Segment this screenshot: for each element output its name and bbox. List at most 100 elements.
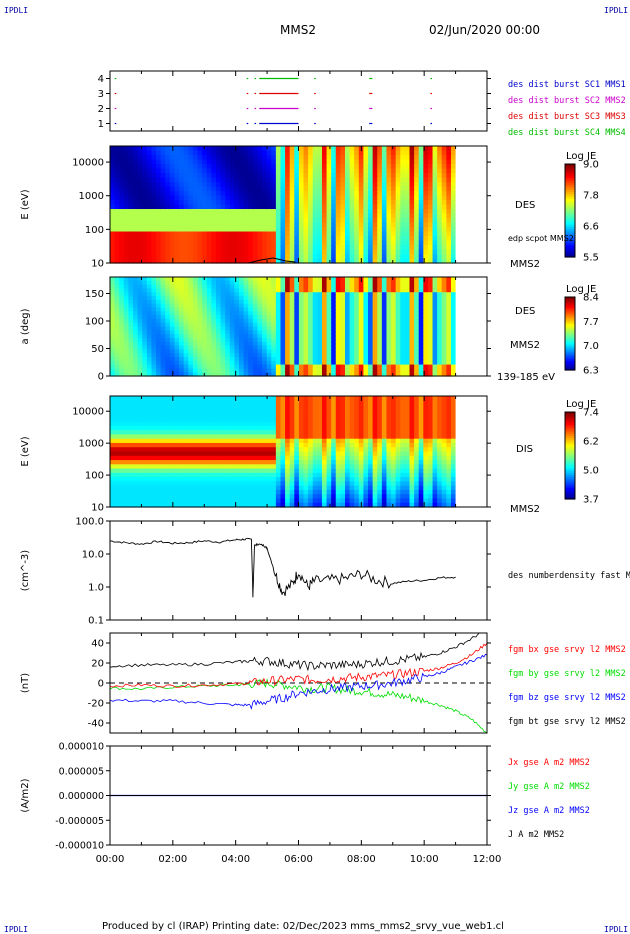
heatmap-cell — [358, 213, 365, 219]
heatmap-cell — [363, 195, 369, 201]
heatmap-cell — [160, 345, 166, 350]
heatmap-cell — [110, 191, 116, 197]
heatmap-cell — [179, 498, 185, 504]
heatmap-cell — [211, 296, 217, 301]
heatmap-cell — [386, 200, 392, 206]
heatmap-cell — [114, 177, 120, 183]
heatmap-cell — [146, 356, 153, 362]
heatmap-cell — [418, 284, 424, 290]
heatmap-cell — [211, 258, 217, 264]
heatmap-cell — [234, 322, 240, 328]
heatmap-cell — [262, 296, 268, 301]
heatmap-cell — [257, 173, 263, 179]
heatmap-cell — [243, 372, 249, 377]
heatmap-cell — [344, 315, 351, 320]
heatmap-cell — [414, 245, 420, 251]
heatmap-cell — [368, 258, 374, 264]
heatmap-cell — [192, 322, 199, 328]
heatmap-cell — [308, 213, 314, 219]
heatmap-cell — [133, 489, 139, 495]
heatmap-cell — [423, 182, 429, 188]
heatmap-cell — [418, 322, 424, 328]
heatmap-cell — [188, 213, 194, 219]
heatmap-cell — [128, 404, 134, 410]
heatmap-cell — [110, 249, 116, 255]
heatmap-cell — [211, 245, 217, 251]
heatmap-cell — [312, 307, 318, 312]
heatmap-cell — [243, 311, 249, 316]
heatmap-cell — [321, 360, 328, 366]
heatmap-cell — [169, 284, 176, 290]
heatmap-cell — [119, 337, 125, 343]
heatmap-cell — [142, 284, 148, 290]
heatmap-cell — [119, 455, 125, 461]
heatmap-cell — [450, 182, 457, 188]
heatmap-cell — [119, 155, 125, 161]
heatmap-cell — [409, 258, 415, 264]
heatmap-cell — [243, 408, 249, 414]
colorbar-cell — [565, 196, 575, 200]
heatmap-cell — [128, 498, 134, 504]
heatmap-cell — [215, 311, 222, 316]
heatmap-cell — [418, 146, 424, 152]
heatmap-cell — [239, 222, 245, 228]
heatmap-cell — [358, 326, 365, 331]
heatmap-cell — [146, 455, 153, 461]
heatmap-cell — [133, 200, 139, 206]
heatmap-cell — [271, 368, 277, 373]
heatmap-cell — [142, 222, 148, 228]
heatmap-cell — [285, 345, 291, 350]
heatmap-cell — [239, 200, 245, 206]
heatmap-cell — [275, 334, 282, 339]
heatmap-cell — [174, 489, 180, 495]
heatmap-cell — [262, 200, 268, 206]
heatmap-cell — [169, 498, 176, 504]
heatmap-cell — [225, 464, 231, 470]
heatmap-cell — [326, 182, 332, 188]
colorbar-cell — [565, 368, 575, 371]
heatmap-cell — [179, 438, 185, 444]
heatmap-cell — [395, 296, 401, 301]
heatmap-cell — [400, 258, 406, 264]
heatmap-cell — [349, 222, 355, 228]
colorbar-tick-label: 8.4 — [583, 293, 599, 304]
heatmap-cell — [202, 277, 208, 282]
heatmap-cell — [271, 296, 277, 301]
heatmap-cell — [215, 213, 222, 219]
heatmap-cell — [239, 498, 245, 504]
heatmap-cell — [183, 299, 189, 305]
heatmap-cell — [312, 337, 318, 343]
heatmap-cell — [395, 168, 401, 174]
heatmap-cell — [188, 421, 194, 427]
heatmap-cell — [381, 277, 388, 282]
heatmap-cell — [119, 307, 125, 312]
heatmap-cell — [211, 164, 217, 170]
heatmap-cell — [363, 315, 369, 320]
heatmap-cell — [285, 341, 291, 347]
heatmap-cell — [344, 191, 351, 197]
heatmap-cell — [391, 182, 397, 188]
heatmap-cell — [206, 236, 212, 242]
heatmap-cell — [335, 204, 341, 210]
heatmap-cell — [418, 356, 424, 362]
heatmap-cell — [257, 322, 263, 328]
heatmap-cell — [262, 353, 268, 358]
heatmap-cell — [128, 150, 134, 156]
heatmap-cell — [271, 307, 277, 312]
heatmap-cell — [340, 150, 346, 156]
heatmap-cell — [174, 349, 180, 354]
heatmap-cell — [248, 434, 254, 440]
heatmap-cell — [280, 186, 286, 192]
heatmap-cell — [340, 280, 346, 286]
heatmap-cell — [289, 303, 295, 309]
heatmap-cell — [239, 396, 245, 401]
heatmap-cell — [344, 146, 351, 152]
heatmap-cell — [404, 311, 411, 316]
heatmap-cell — [257, 396, 263, 401]
heatmap-cell — [252, 315, 259, 320]
heatmap-cell — [202, 438, 208, 444]
heatmap-cell — [128, 204, 134, 210]
heatmap-cell — [414, 337, 420, 343]
heatmap-cell — [344, 360, 351, 366]
heatmap-cell — [206, 447, 212, 453]
